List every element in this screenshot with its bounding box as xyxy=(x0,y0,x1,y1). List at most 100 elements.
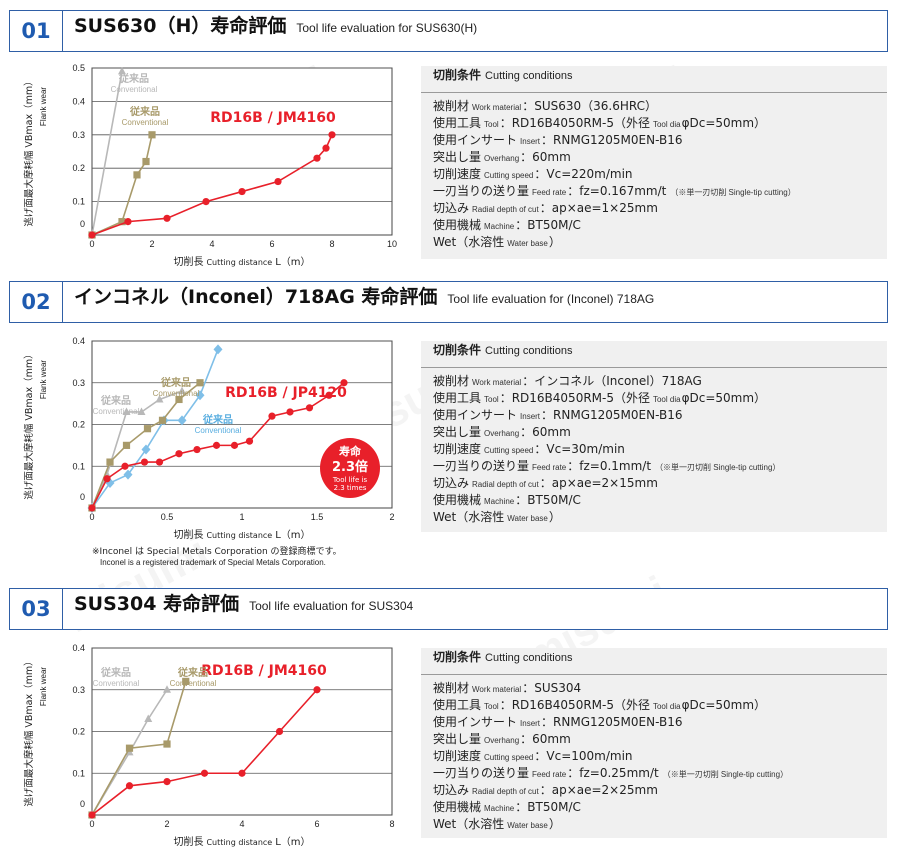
data-point xyxy=(313,686,321,694)
data-point xyxy=(144,714,153,722)
condition-row: 一刃当りの送り量 Feed rate：fz=0.1mm/t （※単一刃切削 Sing… xyxy=(433,459,781,473)
data-point xyxy=(148,131,156,139)
series-label: RD16B / JP4120 xyxy=(225,385,347,401)
condition-row: 使用インサート Insert：RNMG1205M0EN-B16 xyxy=(433,408,683,422)
condition-row: 使用機械 Machine：BT50M/C xyxy=(433,800,581,814)
footnote-en: Inconel is a registered trademark of Spe… xyxy=(100,558,326,567)
y-tick-label: 0 xyxy=(80,799,85,809)
section-header-3: 03 SUS304 寿命評価 Tool life evaluation for S… xyxy=(9,588,888,630)
condition-row: 突出し量 Overhang：60mm xyxy=(433,732,571,746)
wear-chart-sus630: 0 0.1 0.2 0.3 0.4 0.5 0 2 4 6 8 10 切削長 Cutting distan… xyxy=(23,63,397,268)
condition-row: 使用工具 Tool：RD16B4050RM-5（外径 Tool diaφDc=50m… xyxy=(433,698,767,712)
data-point xyxy=(286,408,294,416)
conditions-header: 切削条件 Cutting conditions xyxy=(421,66,887,93)
data-point xyxy=(196,379,204,387)
data-point xyxy=(155,394,164,403)
condition-row: 突出し量 Overhang：60mm xyxy=(433,150,571,164)
series-label-en: Conventional xyxy=(93,407,140,416)
condition-row: 切削速度 Cutting speed：Vc=100m/min xyxy=(433,749,633,763)
y-tick-label: 0.2 xyxy=(72,727,85,737)
x-tick-label: 10 xyxy=(387,239,397,249)
section-number: 03 xyxy=(10,589,63,629)
data-point xyxy=(163,214,171,222)
condition-row: Wet（水溶性 Water base） xyxy=(433,235,561,249)
x-tick-label: 2 xyxy=(389,512,394,522)
section-title: SUS304 寿命評価 Tool life evaluation for SUS3… xyxy=(74,593,414,615)
data-point xyxy=(88,811,96,819)
data-point xyxy=(118,218,126,226)
data-point xyxy=(178,386,186,395)
data-point xyxy=(175,395,183,404)
data-point xyxy=(163,778,171,786)
data-point xyxy=(212,441,221,449)
series-label-en: Conventional xyxy=(93,679,140,688)
x-axis-label: 切削長 Cutting distance L（m） xyxy=(173,528,310,541)
condition-row: 切込み Radial depth of cut：ap×ae=2×15mm xyxy=(433,476,658,490)
series-label-en: Conventional xyxy=(153,389,200,398)
y-tick-label: 0.1 xyxy=(72,768,85,778)
series-label: RD16B / JM4160 xyxy=(201,663,327,679)
conditions-list: 被削材 Work material：SUS304 使用工具 Tool：RD16B405… xyxy=(433,679,875,832)
x-tick-label: 0.5 xyxy=(161,512,174,522)
footnote-ja: ※Inconel は Special Metals Corporation の登… xyxy=(92,547,342,557)
condition-row: 被削材 Work material：インコネル（Inconel）718AG xyxy=(433,374,702,388)
data-point xyxy=(200,769,209,777)
data-point xyxy=(275,727,284,736)
x-axis-label: 切削長 Cutting distance L（m） xyxy=(173,255,310,268)
y-axis-label: 逃げ面最大摩耗幅 VBmax（mm） xyxy=(23,76,35,226)
data-point xyxy=(137,407,146,415)
x-tick-label: 2 xyxy=(149,239,154,249)
condition-row: 一刃当りの送り量 Feed rate：fz=0.25mm/t （※単一刃切削 Sin… xyxy=(433,766,789,780)
data-point xyxy=(123,469,133,480)
y-tick-label: 0.4 xyxy=(72,96,85,106)
x-tick-label: 6 xyxy=(314,819,319,829)
data-point xyxy=(121,462,129,470)
condition-row: 切削速度 Cutting speed：Vc=30m/min xyxy=(433,442,625,456)
data-point xyxy=(182,677,190,685)
condition-row: 使用機械 Machine：BT50M/C xyxy=(433,218,581,232)
data-point xyxy=(177,415,187,426)
series-line xyxy=(91,689,168,816)
data-point xyxy=(305,404,314,412)
condition-row: Wet（水溶性 Water base） xyxy=(433,510,561,524)
data-point xyxy=(313,154,321,162)
data-point xyxy=(140,458,149,466)
condition-row: 使用インサート Insert：RNMG1205M0EN-B16 xyxy=(433,133,683,147)
condition-row: 被削材 Work material：SUS304 xyxy=(433,681,582,695)
data-point xyxy=(133,171,141,179)
x-tick-label: 4 xyxy=(239,819,244,829)
series-label: 従来品 xyxy=(202,413,233,426)
section-subtitle: Tool life evaluation for SUS630(H) xyxy=(296,21,478,35)
condition-row: 突出し量 Overhang：60mm xyxy=(433,425,571,439)
plot-area xyxy=(91,67,393,236)
series-line xyxy=(91,681,187,816)
data-point xyxy=(325,391,333,399)
section-title: インコネル（Inconel）718AG 寿命評価 Tool life evalua… xyxy=(74,286,655,308)
series-label: 従来品 xyxy=(100,666,131,679)
condition-row: 一刃当りの送り量 Feed rate：fz=0.167mm/t （※単一刃切削 Si… xyxy=(433,184,796,198)
y-tick-label: 0.4 xyxy=(72,336,85,346)
section-subtitle: Tool life evaluation for (Inconel) 718AG xyxy=(447,292,655,306)
badge-text: Tool life is xyxy=(332,476,368,484)
conditions-list: 被削材 Work material：SUS630（36.6HRC） 使用工具 Tool… xyxy=(433,97,875,250)
condition-row: Wet（水溶性 Water base） xyxy=(433,817,561,831)
data-point xyxy=(163,685,171,693)
data-point xyxy=(125,782,134,790)
data-point xyxy=(125,744,134,752)
cutting-conditions-panel-3: 切削条件 Cutting conditions 被削材 Work material：S… xyxy=(421,648,887,838)
data-point xyxy=(88,504,96,512)
y-tick-label: 0.2 xyxy=(72,420,85,430)
data-point xyxy=(106,458,114,466)
data-point xyxy=(245,437,254,445)
condition-row: 使用工具 Tool：RD16B4050RM-5（外径 Tool diaφDc=50m… xyxy=(433,116,767,130)
data-point xyxy=(230,441,239,449)
data-point xyxy=(141,444,151,455)
data-point xyxy=(322,144,330,152)
badge-circle xyxy=(320,438,380,498)
condition-row: 使用工具 Tool：RD16B4050RM-5（外径 Tool diaφDc=50m… xyxy=(433,391,767,405)
data-point xyxy=(142,157,150,166)
y-tick-label: 0 xyxy=(80,492,85,502)
data-point xyxy=(155,458,164,466)
data-point xyxy=(124,218,132,226)
series-label: 従来品 xyxy=(100,394,131,407)
